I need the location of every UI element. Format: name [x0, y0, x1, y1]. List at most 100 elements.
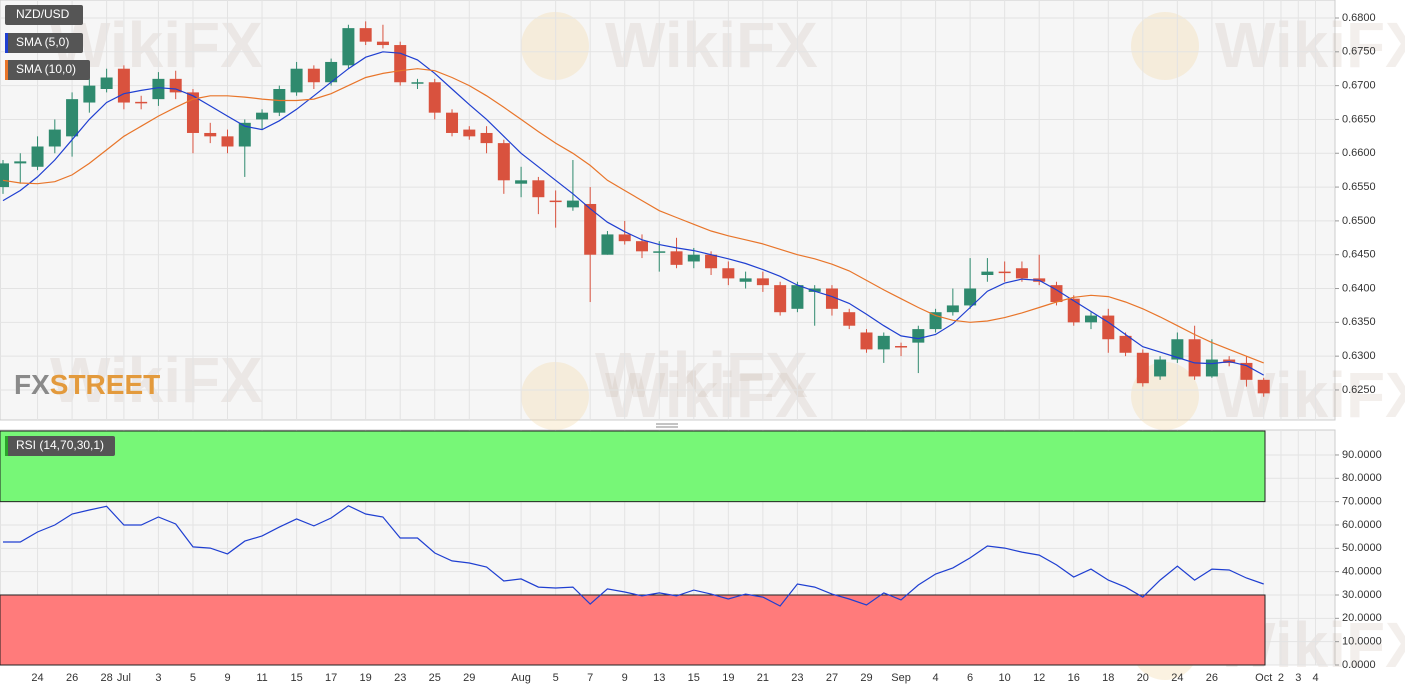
candle-body — [66, 99, 79, 137]
candle-body — [152, 78, 165, 100]
y-tick-label: 0.6350 — [1342, 316, 1376, 328]
candle-body — [117, 68, 130, 103]
logo: FXSTREET — [14, 369, 160, 400]
x-tick-label: Oct — [1255, 672, 1272, 684]
oversold-zone — [0, 594, 1266, 666]
y-tick-label: 0.6500 — [1342, 215, 1376, 227]
candle-body — [946, 305, 959, 313]
candle-body — [653, 251, 666, 253]
y-tick-label: 0.6550 — [1342, 181, 1376, 193]
candle-body — [325, 61, 338, 83]
candle-body — [791, 285, 804, 309]
candle-body — [877, 335, 890, 350]
candle-body — [497, 143, 510, 181]
candle-body — [100, 77, 113, 90]
x-tick-label: 10 — [999, 672, 1011, 684]
x-tick-label: 17 — [325, 672, 337, 684]
candle-body — [843, 312, 856, 326]
x-tick-label: 6 — [967, 672, 973, 684]
x-tick-label: 26 — [66, 672, 78, 684]
candle-body — [1085, 315, 1098, 323]
candle-body — [307, 68, 320, 83]
y-tick-label: 70.0000 — [1342, 496, 1382, 508]
candle-body — [1067, 298, 1080, 323]
candle-body — [14, 161, 27, 164]
x-tick-label: 23 — [394, 672, 406, 684]
x-tick-label: 15 — [290, 672, 302, 684]
x-tick-label: 26 — [1206, 672, 1218, 684]
x-tick-label: 29 — [860, 672, 872, 684]
candle-body — [359, 28, 372, 42]
candle-body — [912, 329, 925, 343]
candle-body — [290, 68, 303, 93]
legend-box — [5, 60, 90, 80]
legend-label: SMA (5,0) — [16, 35, 69, 49]
candle-body — [1154, 359, 1167, 377]
y-tick-label: 0.6800 — [1342, 12, 1376, 24]
legend-swatch — [5, 436, 8, 456]
x-tick-label: Aug — [511, 672, 531, 684]
candle-body — [1102, 315, 1115, 340]
legend-label: NZD/USD — [16, 7, 70, 21]
candle-body — [0, 163, 9, 188]
x-tick-label: 13 — [653, 672, 665, 684]
legend-swatch — [5, 33, 8, 53]
candle-body — [1015, 268, 1028, 279]
legend-label: SMA (10,0) — [16, 62, 76, 76]
candle-body — [566, 200, 579, 208]
y-tick-label: 30.0000 — [1342, 589, 1382, 601]
line-series — [2, 51, 1264, 376]
legend-box — [5, 5, 83, 25]
x-tick-label: 16 — [1068, 672, 1080, 684]
candle-body — [48, 129, 61, 147]
candle-body — [549, 200, 562, 203]
line-series — [2, 68, 1264, 364]
x-tick-label: 23 — [791, 672, 803, 684]
x-tick-label: 9 — [224, 672, 230, 684]
x-tick-label: 24 — [31, 672, 43, 684]
candle-body — [964, 288, 977, 306]
candle-body — [601, 234, 614, 255]
y-tick-label: 0.6400 — [1342, 282, 1376, 294]
candle-body — [929, 312, 942, 330]
candle-body — [722, 268, 735, 279]
candle-body — [825, 288, 838, 309]
logo-part: FX — [14, 369, 50, 400]
candle-body — [687, 254, 700, 262]
x-tick-label: 4 — [933, 672, 939, 684]
x-tick-label: 25 — [429, 672, 441, 684]
y-tick-label: 0.6700 — [1342, 80, 1376, 92]
x-tick-label: 18 — [1102, 672, 1114, 684]
watermark-icon — [521, 362, 589, 430]
y-tick-label: 0.6300 — [1342, 350, 1376, 362]
logo-part: STREET — [50, 369, 160, 400]
candle-body — [480, 132, 493, 144]
y-tick-label: 10.0000 — [1342, 636, 1382, 648]
candle-body — [428, 82, 441, 113]
watermark: WikiFX — [595, 339, 808, 411]
x-tick-label: 15 — [688, 672, 700, 684]
candle-body — [446, 112, 459, 133]
candle-body — [394, 45, 407, 83]
y-tick-label: 0.0000 — [1342, 659, 1376, 671]
x-tick-label: 4 — [1312, 672, 1318, 684]
y-tick-label: 60.0000 — [1342, 519, 1382, 531]
x-tick-label: 20 — [1137, 672, 1149, 684]
x-tick-label: 7 — [587, 672, 593, 684]
x-tick-label: 19 — [360, 672, 372, 684]
y-tick-label: 20.0000 — [1342, 612, 1382, 624]
candle-body — [83, 85, 96, 103]
candle-body — [808, 288, 821, 292]
candle-body — [411, 82, 424, 84]
x-tick-label: 28 — [100, 672, 112, 684]
x-tick-label: 27 — [826, 672, 838, 684]
candle-body — [256, 112, 269, 120]
y-tick-label: 0.6750 — [1342, 46, 1376, 58]
candle-body — [31, 146, 44, 167]
x-tick-label: 2 — [1278, 672, 1284, 684]
y-tick-label: 90.0000 — [1342, 449, 1382, 461]
y-tick-label: 0.6650 — [1342, 113, 1376, 125]
candle-body — [1171, 339, 1184, 360]
x-tick-label: 9 — [622, 672, 628, 684]
